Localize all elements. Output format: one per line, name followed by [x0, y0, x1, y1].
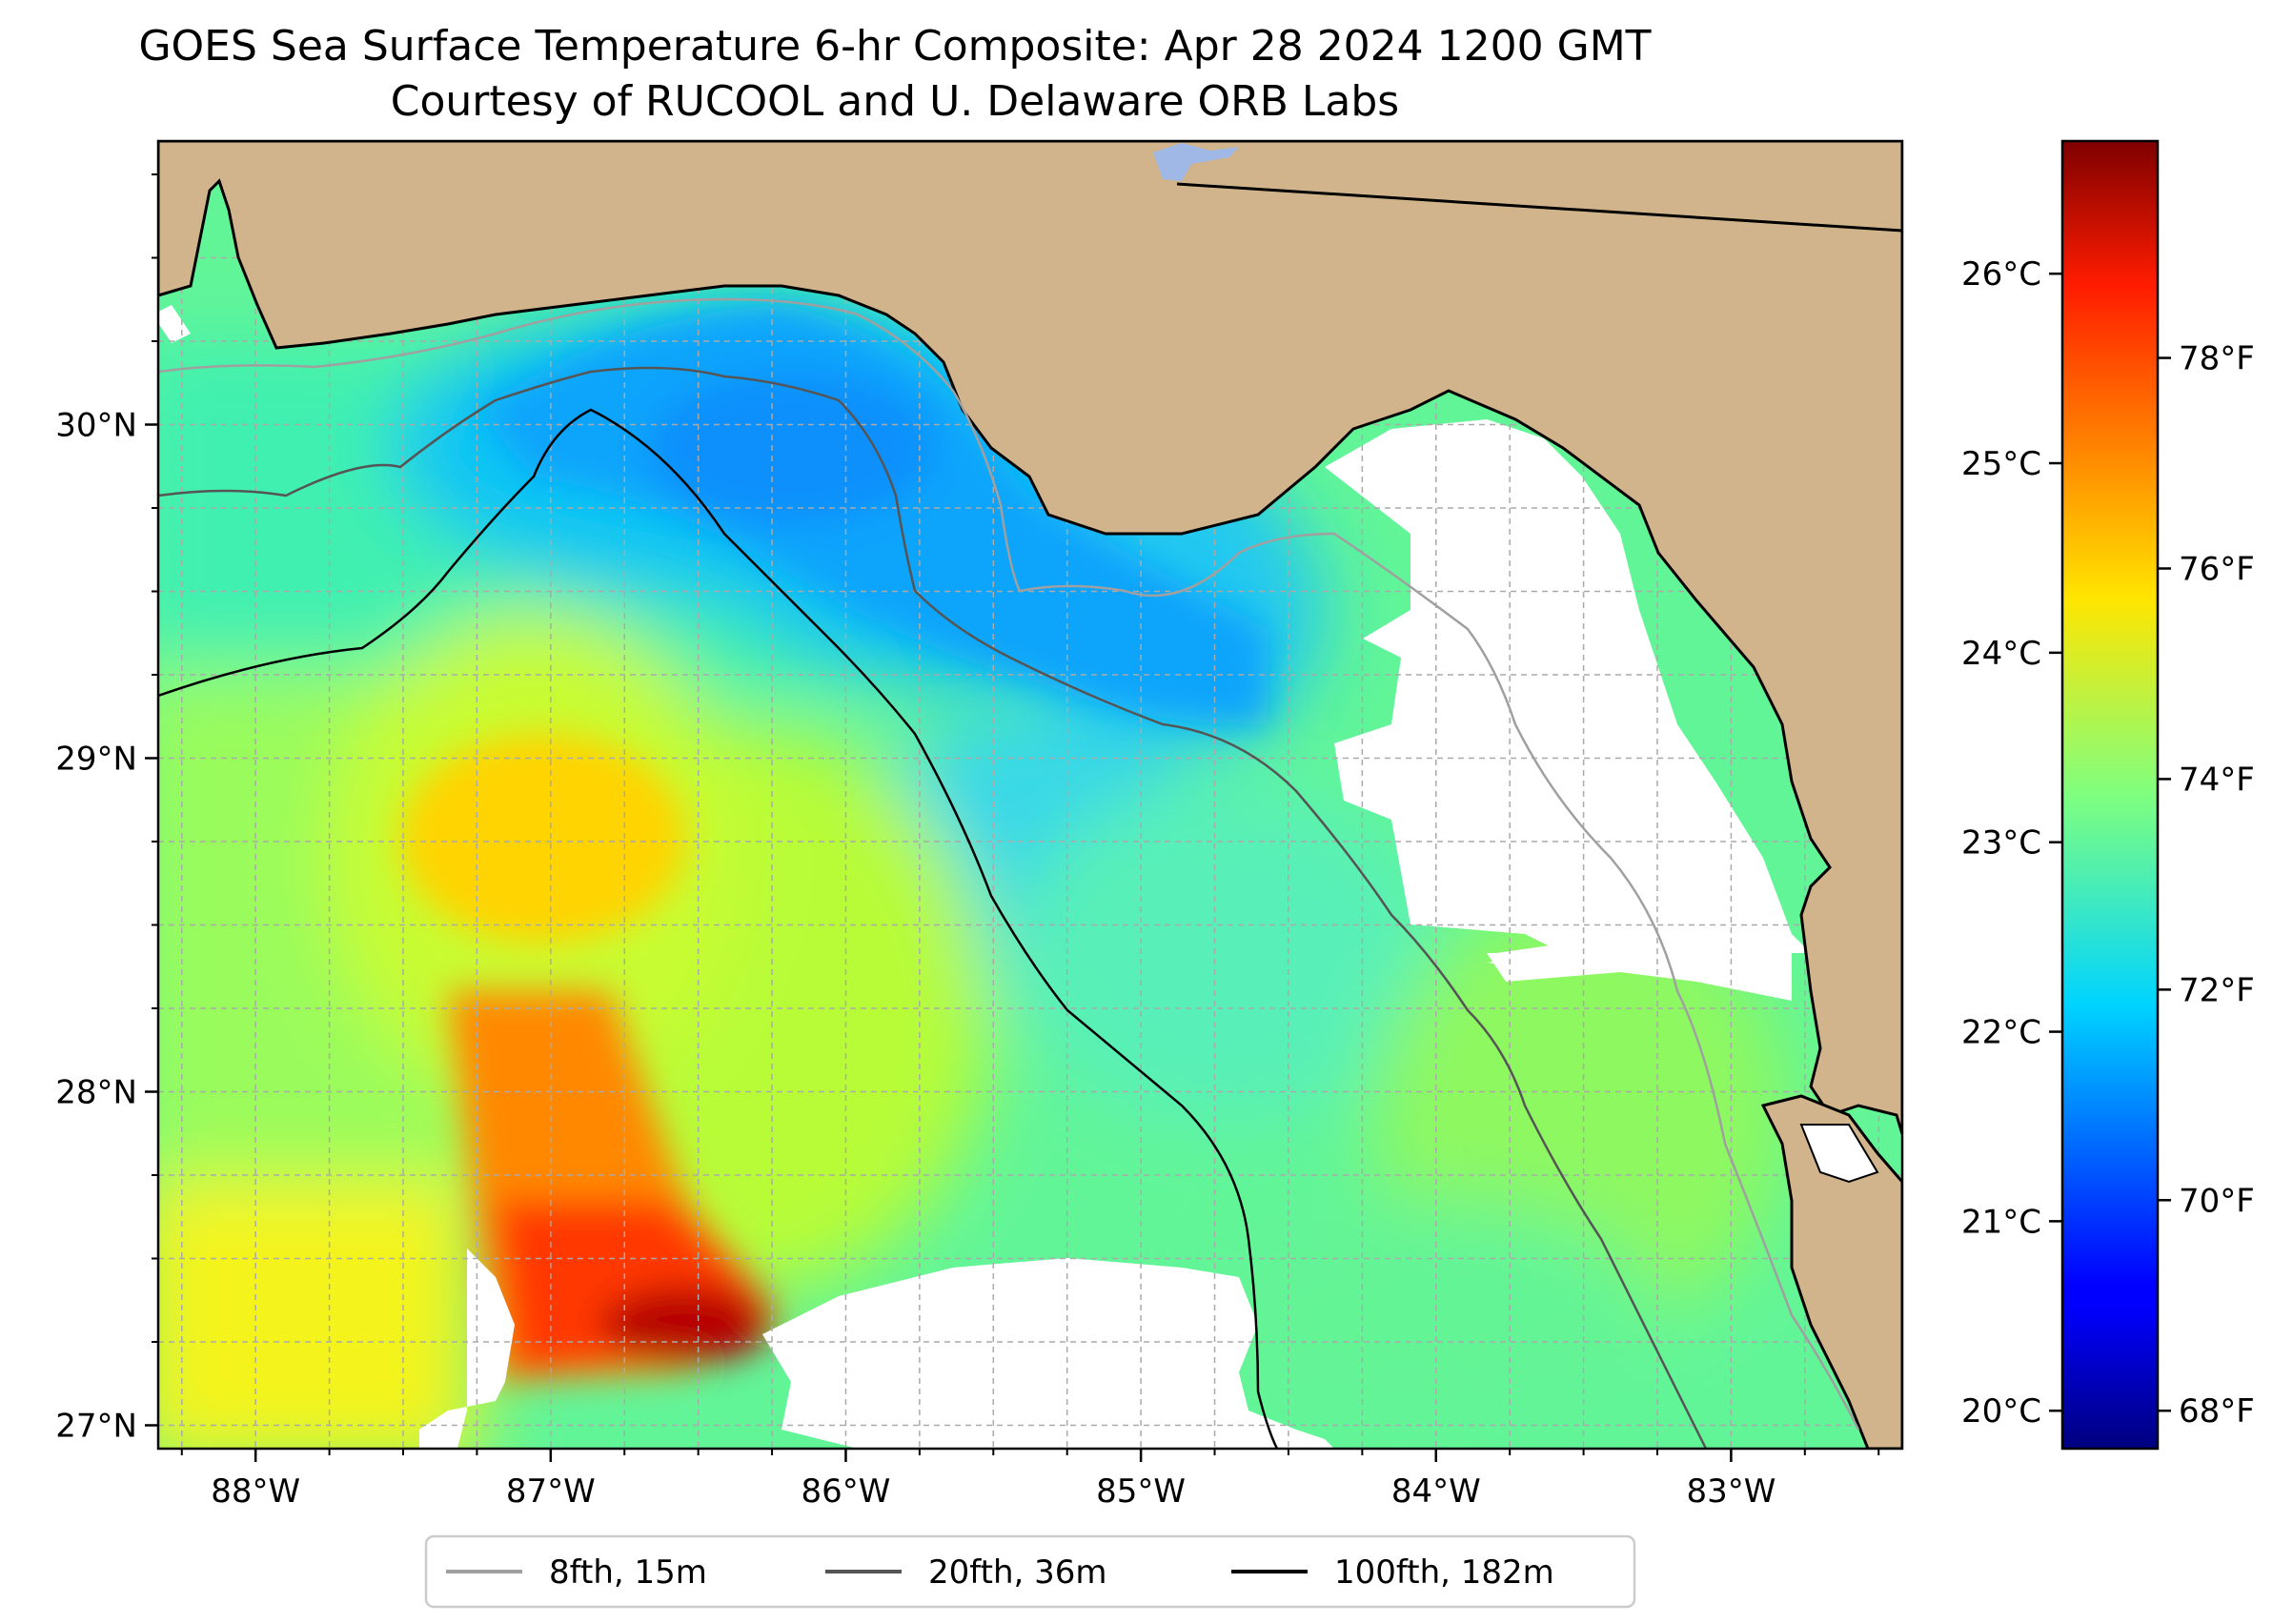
- celsius-tick-label: 24°C: [1961, 635, 2041, 673]
- lat-tick-label: 28°N: [55, 1074, 137, 1112]
- map-panel: [158, 141, 1902, 1449]
- legend-label-36m: 20fth, 36m: [928, 1553, 1107, 1592]
- isobath-182m: [158, 408, 1279, 1449]
- celsius-tick-label: 21°C: [1961, 1203, 2041, 1241]
- legend-label-182m: 100fth, 182m: [1334, 1553, 1554, 1592]
- legend-label-15m: 8fth, 15m: [549, 1553, 707, 1592]
- land: [158, 141, 1902, 1449]
- longitude-axis: 88°W 87°W 86°W 85°W 84°W 83°W: [180, 1449, 1880, 1511]
- lon-tick-label: 83°W: [1686, 1472, 1776, 1511]
- celsius-tick-label: 23°C: [1961, 824, 2041, 863]
- legend-frame: [424, 1534, 1636, 1609]
- lat-tick-label: 27°N: [55, 1408, 137, 1446]
- fahrenheit-tick-label: 76°F: [2179, 550, 2255, 588]
- colorbar: [2062, 141, 2158, 1449]
- celsius-tick-label: 20°C: [1961, 1392, 2041, 1431]
- lon-tick-label: 86°W: [802, 1472, 891, 1511]
- isobath-36m: [158, 366, 1708, 1449]
- celsius-tick-label: 26°C: [1961, 255, 2041, 294]
- map-subtitle: Courtesy of RUCOOL and U. Delaware ORB L…: [390, 77, 1400, 126]
- lon-tick-label: 87°W: [506, 1472, 596, 1511]
- map-frame: [156, 139, 1904, 1451]
- isobaths: [158, 297, 1860, 1449]
- cold-shelf: [477, 305, 1268, 724]
- isobath-15m: [158, 297, 1860, 1431]
- no-data-mask: [158, 305, 1811, 1449]
- fahrenheit-tick-label: 78°F: [2179, 340, 2255, 378]
- latitude-axis: 30°N 29°N 28°N 27°N: [55, 173, 158, 1446]
- colorbar-fahrenheit-axis: 68°F 70°F 72°F 74°F 76°F 78°F: [2158, 340, 2255, 1431]
- lat-tick-label: 29°N: [55, 741, 137, 779]
- map-title: GOES Sea Surface Temperature 6-hr Compos…: [138, 22, 1652, 71]
- lon-tick-label: 84°W: [1391, 1472, 1481, 1511]
- state-border: [1176, 182, 1902, 233]
- fahrenheit-tick-label: 70°F: [2179, 1182, 2255, 1220]
- fahrenheit-tick-label: 68°F: [2179, 1392, 2255, 1431]
- celsius-tick-label: 25°C: [1961, 445, 2041, 483]
- celsius-tick-label: 22°C: [1961, 1014, 2041, 1052]
- fahrenheit-tick-label: 74°F: [2179, 761, 2255, 799]
- lake: [1153, 143, 1239, 181]
- legend: 8fth, 15m 20fth, 36m 100fth, 182m: [424, 1534, 1636, 1609]
- lon-tick-label: 85°W: [1096, 1472, 1186, 1511]
- lat-tick-label: 30°N: [55, 407, 137, 445]
- fahrenheit-tick-label: 72°F: [2179, 971, 2255, 1009]
- colorbar-celsius-axis: 20°C 21°C 22°C 23°C 24°C 25°C 26°C: [1961, 255, 2062, 1431]
- lon-tick-label: 88°W: [211, 1472, 300, 1511]
- colorbar-frame: [2060, 139, 2160, 1451]
